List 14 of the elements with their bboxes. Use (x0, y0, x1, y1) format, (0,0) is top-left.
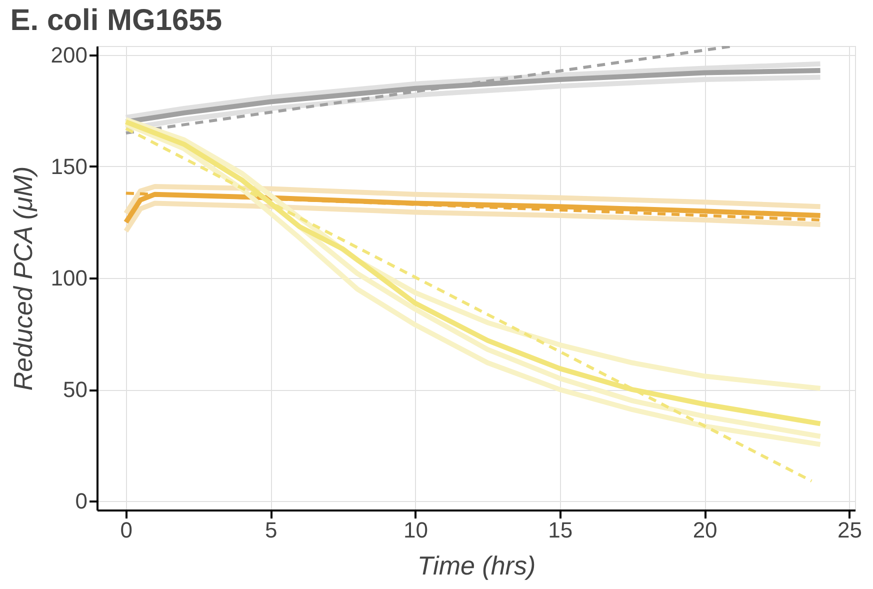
x-tick-label: 5 (264, 518, 278, 542)
x-tick-label: 15 (548, 518, 573, 542)
y-axis-title: Reduced PCA (μM) (8, 166, 38, 391)
x-tick-label: 20 (692, 518, 718, 542)
y-tick-label: 0 (75, 488, 88, 514)
chart-title: E. coli MG1655 (10, 4, 222, 37)
y-tick-label: 100 (50, 266, 88, 290)
x-tick-label: 10 (404, 518, 428, 542)
y-tick-label: 150 (50, 154, 88, 179)
x-tick-label: 25 (837, 518, 862, 542)
x-axis-title: Time (hrs) (417, 550, 536, 580)
y-tick-label: 50 (63, 377, 88, 402)
y-tick-label: 200 (50, 42, 88, 68)
x-tick-label: 0 (120, 518, 133, 542)
